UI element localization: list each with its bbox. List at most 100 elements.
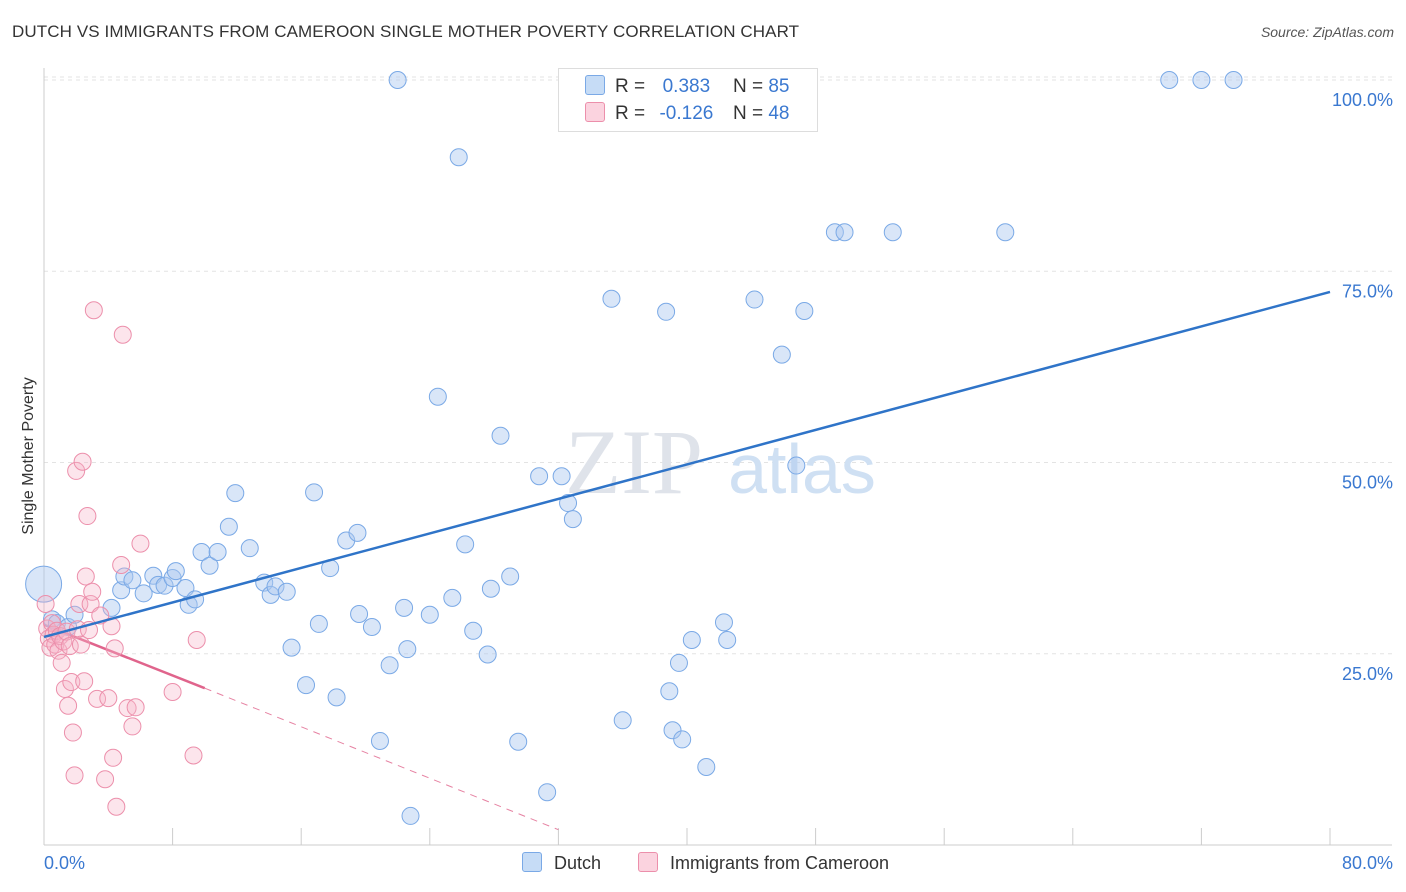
cameroon-points <box>36 301 206 816</box>
dutch-point <box>25 565 63 603</box>
dutch-point <box>478 645 497 664</box>
watermark-atlas: atlas <box>728 430 876 508</box>
axes <box>43 68 1392 846</box>
series-legend-cameroon: Immigrants from Cameroon <box>638 852 889 874</box>
dutch-point <box>530 467 549 486</box>
dutch-point <box>538 783 557 802</box>
legend-r-label: R = <box>615 103 646 124</box>
chart-title: DUTCH VS IMMIGRANTS FROM CAMEROON SINGLE… <box>12 22 800 41</box>
cameroon-point <box>113 325 132 344</box>
y-tick-label: 100.0% <box>1332 90 1393 110</box>
dutch-point <box>464 621 483 640</box>
y-tick-label: 75.0% <box>1342 281 1393 301</box>
dutch-point <box>456 535 475 554</box>
source-credit: Source: ZipAtlas.com <box>1260 24 1394 40</box>
cameroon-point <box>126 698 145 717</box>
dutch-point <box>613 711 632 730</box>
cameroon-point <box>52 653 71 672</box>
dutch-point <box>266 577 285 596</box>
dutch-point <box>305 483 324 502</box>
cameroon-trendline-extension <box>204 687 559 831</box>
cameroon-point <box>163 683 182 701</box>
tick-labels: 100.0% 75.0% 50.0% 25.0% 0.0% 80.0% <box>44 90 1393 873</box>
y-tick-label: 50.0% <box>1342 473 1393 493</box>
dutch-point <box>602 289 621 308</box>
dutch-point <box>428 387 447 406</box>
dutch-point <box>443 588 462 607</box>
cameroon-point <box>131 534 150 553</box>
cameroon-point <box>96 770 115 789</box>
dutch-point <box>660 682 679 701</box>
series-swatch-cameroon <box>638 852 658 872</box>
dutch-point <box>309 614 328 633</box>
legend-n-value: 48 <box>768 103 790 124</box>
series-label-cameroon: Immigrants from Cameroon <box>670 853 890 873</box>
dutch-point <box>714 613 733 632</box>
dutch-trendline <box>43 290 1331 639</box>
legend-n-label: N = <box>732 103 764 124</box>
dutch-point <box>657 302 676 321</box>
dutch-point <box>481 579 500 598</box>
cameroon-point <box>63 723 82 742</box>
dutch-point <box>348 523 367 542</box>
dutch-point <box>226 484 245 503</box>
dutch-point <box>1192 71 1211 89</box>
dutch-point <box>697 757 716 776</box>
legend-n-label: N = <box>732 76 764 97</box>
dutch-trend <box>43 290 1331 639</box>
dutch-point <box>380 656 399 675</box>
dutch-point <box>718 630 737 649</box>
cameroon-point <box>62 673 81 692</box>
cameroon-point <box>104 748 123 767</box>
cameroon-point <box>112 556 131 575</box>
dutch-point <box>398 640 417 659</box>
cameroon-point <box>60 637 79 656</box>
dutch-point <box>395 598 414 617</box>
cameroon-point <box>105 639 124 658</box>
cameroon-point <box>71 635 90 654</box>
dutch-point <box>745 290 764 309</box>
dutch-point <box>772 345 791 364</box>
dutch-point <box>219 517 238 536</box>
dutch-point <box>277 582 296 601</box>
cameroon-point <box>73 452 92 471</box>
cameroon-point <box>59 696 78 715</box>
grid-lines <box>44 76 1392 655</box>
dutch-point <box>208 543 227 562</box>
legend-swatch-cameroon <box>585 102 605 122</box>
dutch-point <box>240 539 259 558</box>
dutch-point <box>65 605 84 624</box>
dutch-point <box>134 584 153 603</box>
dutch-point <box>509 732 528 751</box>
x-tick-label-max: 80.0% <box>1342 853 1393 873</box>
cameroon-point <box>76 567 95 586</box>
dutch-point <box>297 676 316 695</box>
cameroon-point <box>123 717 142 736</box>
dutch-point <box>350 604 369 623</box>
dutch-point <box>996 223 1015 242</box>
dutch-point <box>795 302 814 321</box>
dutch-point <box>673 730 692 749</box>
dutch-point <box>825 223 844 242</box>
dutch-point <box>501 567 520 586</box>
cameroon-point <box>84 301 103 320</box>
dutch-point <box>663 721 682 740</box>
dutch-point <box>282 638 301 657</box>
dutch-point <box>401 806 420 825</box>
dutch-point <box>420 605 439 624</box>
dutch-point <box>563 510 582 529</box>
series-legend-dutch: Dutch <box>522 852 601 874</box>
cameroon-point <box>67 461 86 480</box>
legend-r-label: R = <box>615 76 646 97</box>
dutch-point <box>362 617 381 636</box>
dutch-point <box>370 731 389 750</box>
dutch-point <box>388 71 407 89</box>
cameroon-point <box>187 630 206 649</box>
series-swatch-dutch <box>522 852 542 872</box>
cameroon-point <box>184 746 203 765</box>
legend-row-cameroon: R = -0.126 N = 48 <box>585 102 789 125</box>
correlation-legend: R = 0.383 N = 85 R = -0.126 N = 48 <box>558 68 818 132</box>
dutch-point <box>186 590 205 609</box>
dutch-point <box>149 575 168 594</box>
